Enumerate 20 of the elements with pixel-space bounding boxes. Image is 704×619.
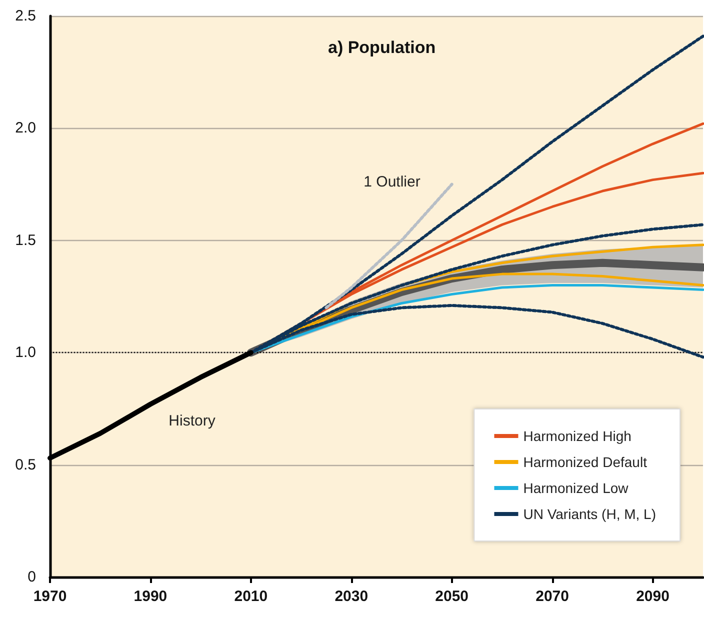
y-tick-label: 0.5 <box>15 456 36 474</box>
legend-label: UN Variants (H, M, L) <box>523 506 656 522</box>
y-tick-label: 2.5 <box>15 8 36 24</box>
x-tick-label: 1990 <box>134 588 168 605</box>
y-tick-label: 1.5 <box>15 232 36 249</box>
annotation: History <box>168 412 216 430</box>
x-tick-label: 2070 <box>536 588 569 605</box>
y-tick-label: 0 <box>28 568 36 586</box>
x-tick-label: 2030 <box>334 588 368 605</box>
x-tick-label: 2050 <box>435 588 469 605</box>
y-tick-label: 2.0 <box>15 120 36 137</box>
legend-label: Harmonized High <box>523 428 632 444</box>
annotation: 1 Outlier <box>364 174 420 190</box>
x-tick-label: 2090 <box>636 588 670 605</box>
legend-label: Harmonized Low <box>523 480 630 496</box>
y-tick-label: 1.0 <box>15 344 36 362</box>
x-tick-label: 1970 <box>33 588 67 605</box>
legend-label: Harmonized Default <box>523 454 648 470</box>
text: a) Population <box>328 38 436 57</box>
x-tick-label: 2010 <box>234 588 268 605</box>
